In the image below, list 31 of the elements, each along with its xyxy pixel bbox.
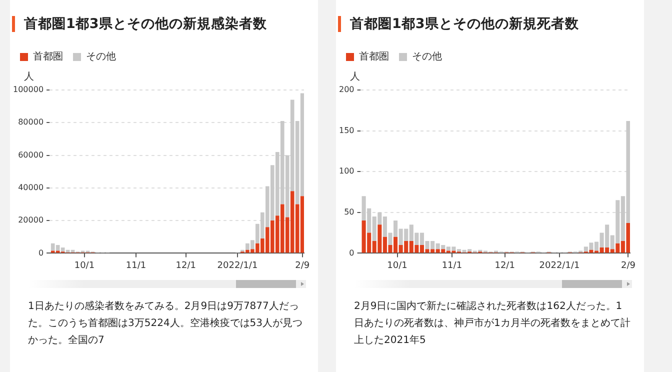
x-tick-label: 10/1 bbox=[74, 260, 95, 271]
text: 2月9日に国内で新たに確認された死者数は162人だった。1日あたりの死者数は、神戸市が1カ月半の死者数をまとめて計上した2021年5 bbox=[354, 300, 632, 348]
legend-label: その他 bbox=[412, 50, 442, 63]
y-tick-label: 0 bbox=[38, 248, 44, 258]
x-tick-label: 2022/1/1 bbox=[217, 260, 258, 271]
x-tick-label: 12/1 bbox=[176, 260, 196, 271]
text: 1日あたりの感染者数をみてみる。2月9日は9万7877人だった。このうち首都圏は3万5224人。空港検疫では53人が見つかった。全国の7 bbox=[28, 300, 304, 348]
x-tick-label: 2/9 bbox=[295, 260, 310, 271]
x-tick-label: 2/9 bbox=[620, 260, 636, 271]
y-tick-label: 100000 bbox=[12, 85, 44, 94]
y-tick-label: 20000 bbox=[18, 216, 44, 225]
y-axis-title: 人 bbox=[350, 72, 360, 83]
y-tick-label: 40000 bbox=[18, 183, 44, 192]
y-tick-label: 80000 bbox=[18, 118, 44, 127]
x-tick-label: 11/1 bbox=[442, 260, 462, 271]
y-tick-label: 0 bbox=[349, 248, 354, 258]
x-tick-label: 10/1 bbox=[387, 260, 408, 271]
y-tick-label: 100 bbox=[338, 166, 354, 176]
legend-label: 首都圏 bbox=[33, 50, 63, 63]
y-tick-label: 150 bbox=[338, 126, 354, 135]
chart-title: 首都圏1都3県とその他の新規感染者数 bbox=[24, 15, 267, 33]
y-tick-label: 200 bbox=[338, 85, 354, 94]
y-tick-label: 50 bbox=[344, 207, 354, 216]
x-tick-label: 2022/1/1 bbox=[539, 260, 580, 271]
chart-title: 首都圏1都3県とその他の新規死者数 bbox=[350, 15, 579, 33]
y-tick-label: 60000 bbox=[18, 150, 44, 160]
x-tick-label: 11/1 bbox=[126, 260, 146, 271]
legend-label: その他 bbox=[86, 50, 116, 63]
legend-label: 首都圏 bbox=[359, 50, 389, 63]
x-tick-label: 12/1 bbox=[494, 260, 515, 271]
y-axis-title: 人 bbox=[24, 72, 34, 83]
